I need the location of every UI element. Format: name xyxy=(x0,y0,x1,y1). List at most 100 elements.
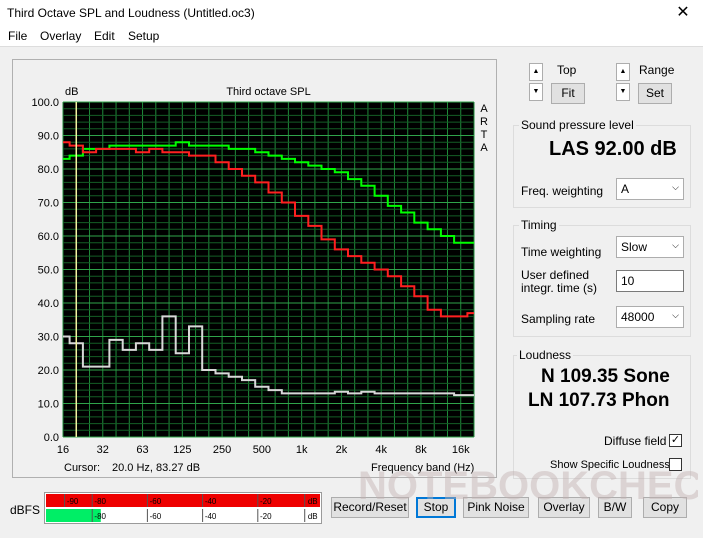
freq-weighting-value: A xyxy=(621,182,630,196)
meter-scale-bottom: -80 xyxy=(94,512,106,521)
series-line-2 xyxy=(63,315,474,397)
top-label: Top xyxy=(557,63,577,77)
cursor-label: Cursor: xyxy=(64,462,101,474)
x-tick-label: 1k xyxy=(296,444,308,456)
meter-scale-top: -20 xyxy=(260,497,272,506)
y-tick-label: 60.0 xyxy=(38,231,59,243)
stop-button[interactable]: Stop xyxy=(416,497,456,518)
integr-time-input[interactable]: 10 xyxy=(616,270,684,292)
menu-separator xyxy=(0,46,703,47)
specific-loudness-label: Show Specific Loudness xyxy=(550,459,670,471)
x-tick-label: 32 xyxy=(97,444,109,456)
fit-button[interactable]: Fit xyxy=(551,83,585,104)
meter-scale-bottom: -20 xyxy=(260,512,272,521)
y-tick-label: 80.0 xyxy=(38,164,59,176)
meter-scale-bottom: -40 xyxy=(205,512,217,521)
meter-scale-bottom: dB xyxy=(308,512,318,521)
integr-time-label-line2: integr. time (s) xyxy=(521,281,598,295)
loudness-phon: LN 107.73 Phon xyxy=(528,390,670,411)
diffuse-field-checkbox[interactable]: ✓ xyxy=(669,434,682,447)
level-meter-graphic: -90 -80 -60 -40 -20 dB -80 -60 -40 -20 dB xyxy=(46,494,320,522)
title-bar: Third Octave SPL and Loudness (Untitled.… xyxy=(0,0,703,26)
window-title: Third Octave SPL and Loudness (Untitled.… xyxy=(7,6,255,20)
y-tick-label: 40.0 xyxy=(38,298,59,310)
meter-scale-top: -90 xyxy=(67,497,79,506)
timing-group-title: Timing xyxy=(519,218,559,232)
time-weighting-value: Slow xyxy=(621,240,648,254)
pink-noise-button[interactable]: Pink Noise xyxy=(463,497,529,518)
y-tick-label: 20.0 xyxy=(38,365,59,377)
time-weighting-select[interactable]: Slow ⌵ xyxy=(616,236,684,258)
level-meter: -90 -80 -60 -40 -20 dB -80 -60 -40 -20 dB xyxy=(44,492,322,524)
menu-edit[interactable]: Edit xyxy=(94,29,115,43)
meter-top-fill xyxy=(46,494,320,507)
cursor-value: 20.0 Hz, 83.27 dB xyxy=(112,462,201,474)
meter-scale-top: -60 xyxy=(150,497,162,506)
overlay-button[interactable]: Overlay xyxy=(538,497,590,518)
x-tick-label: 63 xyxy=(136,444,148,456)
series-line-1 xyxy=(63,141,474,318)
meter-scale-bottom: -60 xyxy=(150,512,162,521)
x-tick-label: 8k xyxy=(415,444,427,456)
chart-title: Third octave SPL xyxy=(226,86,310,98)
loudness-sone: N 109.35 Sone xyxy=(541,366,670,387)
top-down-button[interactable]: ▼ xyxy=(529,83,543,101)
menu-file[interactable]: File xyxy=(8,29,28,43)
y-tick-label: 100.0 xyxy=(31,97,59,109)
sampling-rate-label: Sampling rate xyxy=(521,312,596,326)
meter-scale-top: dB xyxy=(308,497,318,506)
meter-bottom-fill xyxy=(46,509,101,522)
top-up-button[interactable]: ▲ xyxy=(529,63,543,81)
sampling-rate-select[interactable]: 48000 ⌵ xyxy=(616,306,684,328)
diffuse-field-label: Diffuse field xyxy=(604,434,667,448)
y-tick-label: 0.0 xyxy=(44,432,59,444)
x-tick-label: 4k xyxy=(375,444,387,456)
x-tick-label: 500 xyxy=(253,444,271,456)
menu-bar: File Overlay Edit Setup xyxy=(0,26,703,46)
y-axis-label: dB xyxy=(65,86,78,98)
plot-panel: 100.0 90.0 80.0 70.0 60.0 50.0 40.0 30.0 20.0 10.… xyxy=(12,59,497,478)
specific-loudness-checkbox[interactable] xyxy=(669,458,682,471)
x-tick-label: 125 xyxy=(173,444,191,456)
series-line-0 xyxy=(63,141,474,244)
x-tick-label: 16k xyxy=(452,444,470,456)
timing-group xyxy=(513,225,691,337)
range-up-button[interactable]: ▲ xyxy=(616,63,630,81)
y-tick-label: 50.0 xyxy=(38,265,59,277)
y-tick-label: 30.0 xyxy=(38,332,59,344)
side-label-char: A xyxy=(480,103,488,115)
menu-overlay[interactable]: Overlay xyxy=(40,29,82,43)
meter-scale-top: -40 xyxy=(205,497,217,506)
integr-time-label-line1: User defined xyxy=(521,268,590,282)
freq-weighting-select[interactable]: A ⌵ xyxy=(616,178,684,200)
spl-readout: LAS 92.00 dB xyxy=(549,138,677,160)
copy-button[interactable]: Copy xyxy=(643,497,687,518)
range-down-button[interactable]: ▼ xyxy=(616,83,630,101)
bw-button[interactable]: B/W xyxy=(598,497,632,518)
side-label-char: A xyxy=(480,142,488,154)
menu-setup[interactable]: Setup xyxy=(128,29,160,43)
y-tick-label: 70.0 xyxy=(38,198,59,210)
side-label-char: R xyxy=(480,116,488,128)
side-label-char: T xyxy=(481,129,488,141)
chevron-down-icon: ⌵ xyxy=(672,240,679,250)
x-tick-label: 16 xyxy=(57,444,69,456)
spl-chart[interactable]: 100.0 90.0 80.0 70.0 60.0 50.0 40.0 30.0 20.0 10.… xyxy=(13,60,498,479)
meter-scale-top: -80 xyxy=(94,497,106,506)
y-tick-label: 10.0 xyxy=(38,399,59,411)
x-tick-label: 2k xyxy=(336,444,348,456)
meter-label: dBFS xyxy=(10,503,41,517)
y-tick-label: 90.0 xyxy=(38,131,59,143)
loudness-group-title: Loudness xyxy=(517,348,574,362)
sampling-rate-value: 48000 xyxy=(621,310,655,324)
loudness-group xyxy=(513,355,691,479)
chevron-down-icon: ⌵ xyxy=(672,182,679,192)
spl-group-title: Sound pressure level xyxy=(519,118,636,132)
time-weighting-label: Time weighting xyxy=(521,245,602,259)
chevron-down-icon: ⌵ xyxy=(672,310,679,320)
record-reset-button[interactable]: Record/Reset xyxy=(331,497,409,518)
x-axis-label: Frequency band (Hz) xyxy=(371,462,475,474)
set-button[interactable]: Set xyxy=(638,83,672,104)
range-label: Range xyxy=(639,63,675,77)
close-icon[interactable]: ✕ xyxy=(676,4,690,21)
